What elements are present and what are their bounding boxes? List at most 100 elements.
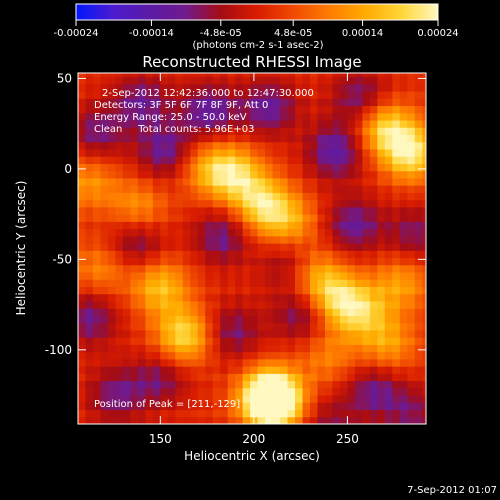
heatmap-cell <box>354 351 363 360</box>
heatmap-cell <box>287 127 296 136</box>
heatmap-cell <box>78 185 86 193</box>
heatmap-cell <box>130 214 139 222</box>
heatmap-cell <box>399 380 408 389</box>
heatmap-cell <box>257 127 266 136</box>
heatmap-cell <box>250 235 259 244</box>
heatmap-cell <box>250 127 259 136</box>
heatmap-cell <box>227 235 236 244</box>
heatmap-cell <box>302 228 311 237</box>
heatmap-cell <box>85 264 94 273</box>
heatmap-cell <box>317 91 326 99</box>
heatmap-cell <box>227 380 236 389</box>
heatmap-cell <box>392 329 401 338</box>
heatmap-cell <box>85 105 94 114</box>
heatmap-cell <box>392 148 401 157</box>
heatmap-cell <box>324 192 333 201</box>
heatmap-cell <box>280 120 289 128</box>
heatmap-cell <box>212 308 221 316</box>
heatmap-cell <box>227 416 236 424</box>
heatmap-cell <box>122 395 131 403</box>
heatmap-cell <box>212 177 221 186</box>
heatmap-cell <box>339 235 348 244</box>
heatmap-cell <box>167 300 176 309</box>
heatmap-cell <box>197 177 206 186</box>
heatmap-cell <box>100 366 109 374</box>
heatmap-cell <box>310 250 318 259</box>
heatmap-cell <box>317 73 326 78</box>
heatmap-cell <box>272 315 281 324</box>
heatmap-cell <box>422 73 426 78</box>
heatmap-cell <box>100 163 109 172</box>
heatmap-cell <box>295 163 304 172</box>
heatmap-cell <box>250 308 259 316</box>
heatmap-cell <box>339 170 348 179</box>
heatmap-cell <box>212 214 221 222</box>
heatmap-cell <box>369 373 378 382</box>
heatmap-cell <box>212 76 221 85</box>
heatmap-cell <box>167 264 176 273</box>
heatmap-cell <box>107 402 116 411</box>
heatmap-cell <box>107 250 116 259</box>
heatmap-cell <box>287 163 296 172</box>
heatmap-cell <box>167 322 176 331</box>
heatmap-cell <box>422 206 426 215</box>
heatmap-cell <box>190 358 199 367</box>
heatmap-cell <box>332 73 341 78</box>
heatmap-cell <box>317 250 326 259</box>
heatmap-cell <box>362 134 371 143</box>
heatmap-cell <box>384 329 393 338</box>
heatmap-cell <box>302 134 311 143</box>
heatmap-cell <box>85 141 94 150</box>
heatmap-cell <box>227 206 236 215</box>
heatmap-cell <box>85 177 94 186</box>
heatmap-cell <box>399 358 408 367</box>
heatmap-cell <box>212 322 221 331</box>
heatmap-cell <box>407 272 416 280</box>
heatmap-cell <box>257 76 266 85</box>
heatmap-cell <box>384 315 393 324</box>
heatmap-cell <box>354 112 363 121</box>
heatmap-cell <box>85 83 94 92</box>
heatmap-cell <box>152 228 161 237</box>
heatmap-cell <box>242 366 251 374</box>
heatmap-cell <box>175 112 184 121</box>
heatmap-cell <box>339 322 348 331</box>
heatmap-cell <box>317 192 326 201</box>
heatmap-cell <box>392 120 401 128</box>
heatmap-cell <box>227 141 236 150</box>
heatmap-cell <box>339 199 348 208</box>
heatmap-cell <box>287 387 296 396</box>
heatmap-cell <box>160 156 169 164</box>
heatmap-cell <box>280 416 289 424</box>
heatmap-cell <box>362 380 371 389</box>
heatmap-cell <box>422 416 426 424</box>
heatmap-cell <box>392 134 401 143</box>
heatmap-cell <box>175 163 184 172</box>
heatmap-cell <box>130 105 139 114</box>
heatmap-cell <box>369 322 378 331</box>
heatmap-cell <box>377 134 386 143</box>
heatmap-cell <box>377 243 386 251</box>
heatmap-cell <box>377 206 386 215</box>
heatmap-cell <box>107 243 116 251</box>
heatmap-cell <box>235 264 244 273</box>
heatmap-cell <box>212 344 221 353</box>
heatmap-cell <box>369 134 378 143</box>
heatmap-cell <box>145 293 154 302</box>
heatmap-cell <box>295 98 304 107</box>
heatmap-cell <box>280 358 289 367</box>
heatmap-cell <box>280 351 289 360</box>
heatmap-cell <box>392 73 401 78</box>
heatmap-cell <box>190 105 199 114</box>
heatmap-cell <box>100 83 109 92</box>
heatmap-cell <box>235 416 244 424</box>
colorbar-tick-label: 0.00024 <box>417 28 458 39</box>
heatmap-cell <box>392 358 401 367</box>
heatmap-cell <box>339 257 348 266</box>
heatmap-cell <box>250 329 259 338</box>
heatmap-cell <box>205 243 214 251</box>
heatmap-cell <box>384 185 393 193</box>
heatmap-cell <box>235 286 244 295</box>
heatmap-cell <box>250 83 259 92</box>
heatmap-cell <box>295 141 304 150</box>
